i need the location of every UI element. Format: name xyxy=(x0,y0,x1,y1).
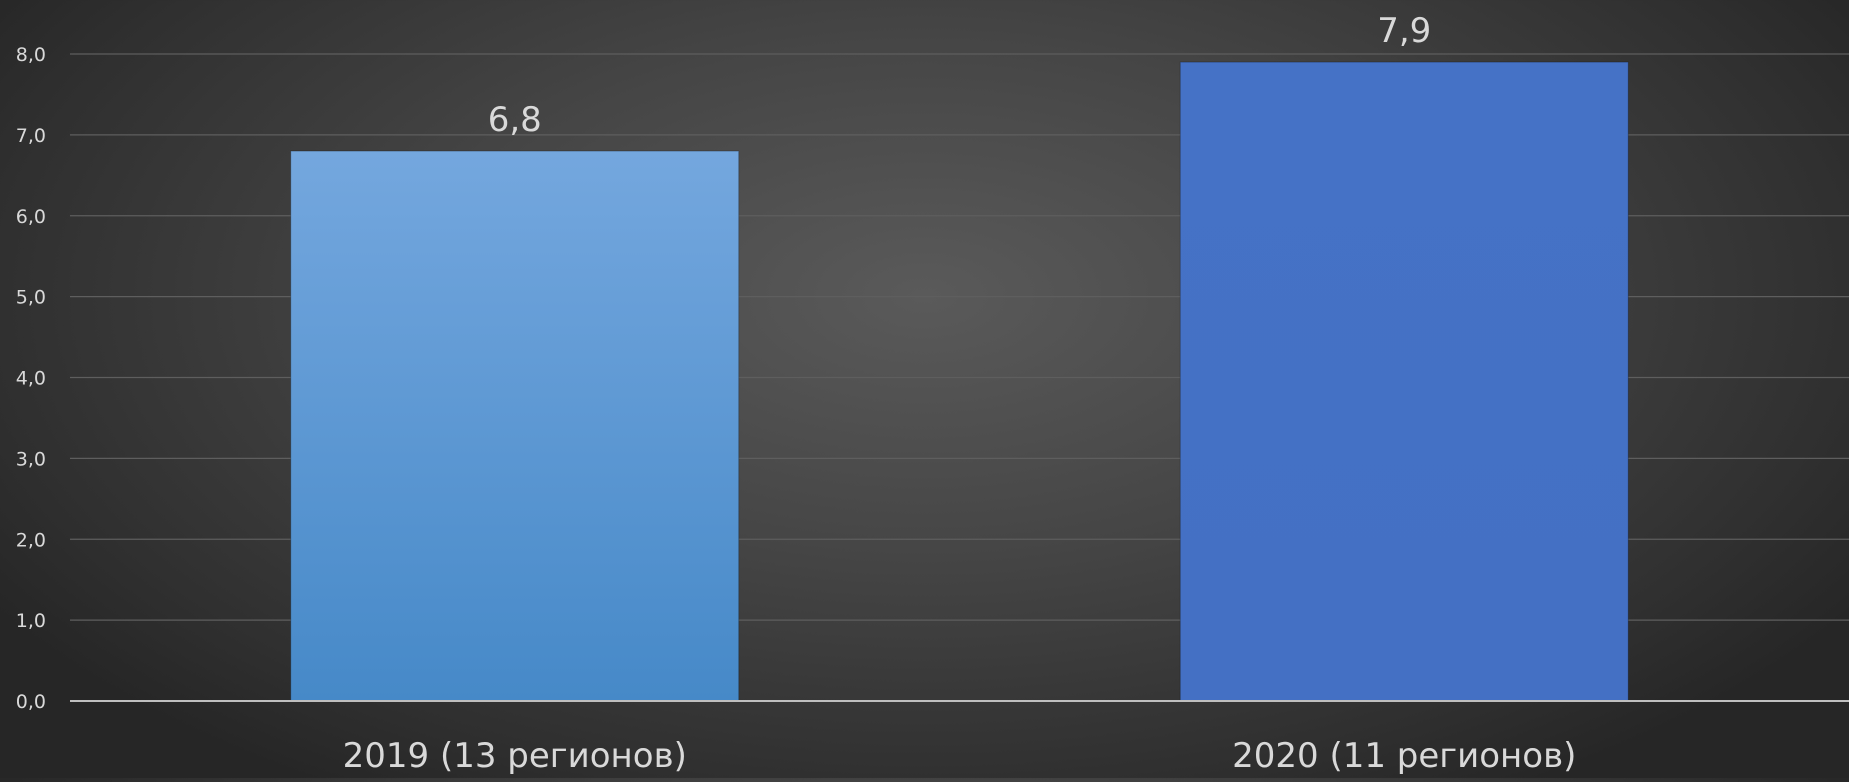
bar xyxy=(290,150,740,702)
y-tick-label: 0,0 xyxy=(16,691,46,713)
y-tick-label: 5,0 xyxy=(16,287,46,309)
bar xyxy=(1179,61,1629,702)
y-tick-label: 6,0 xyxy=(16,206,46,228)
y-tick-label: 7,0 xyxy=(16,125,46,147)
bars xyxy=(290,61,1629,702)
y-tick-label: 1,0 xyxy=(16,610,46,632)
data-label: 7,9 xyxy=(1377,11,1431,51)
labels: 0,0 1,0 2,0 3,0 4,0 5,0 6,0 7,0 8,0 6,8 2019 (13 р… xyxy=(16,11,1577,776)
x-category-label: 2019 (13 регионов) xyxy=(343,736,687,776)
y-tick-label: 4,0 xyxy=(16,368,46,390)
y-tick-label: 2,0 xyxy=(16,529,46,551)
y-tick-label: 3,0 xyxy=(16,448,46,470)
y-tick-label: 8,0 xyxy=(16,44,46,66)
data-label: 6,8 xyxy=(488,100,542,140)
x-category-label: 2020 (11 регионов) xyxy=(1232,736,1576,776)
